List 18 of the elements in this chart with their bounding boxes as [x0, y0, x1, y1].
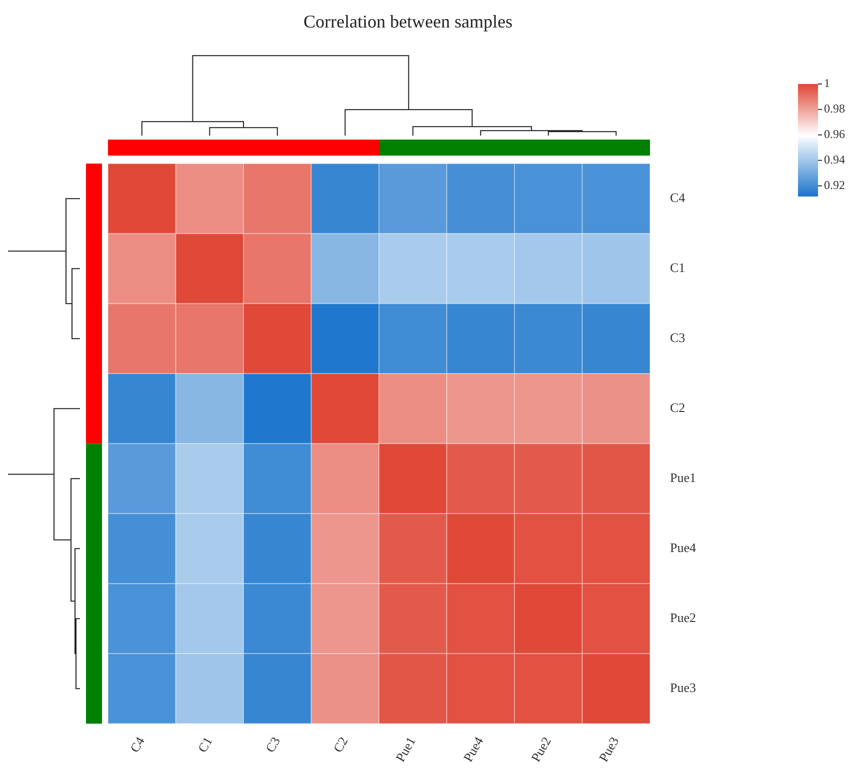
y-tick-label: C4 [670, 190, 686, 206]
y-tick-label: Pue3 [670, 680, 696, 696]
color-bar-label: 0.98 [824, 102, 845, 116]
x-tick-label: C4 [126, 734, 148, 755]
chart-title: Correlation between samples [304, 12, 512, 32]
y-tick-label: C3 [670, 330, 686, 346]
color-bar-label: 1 [824, 76, 830, 90]
y-tick-label: Pue2 [670, 610, 696, 626]
x-tick-label: C3 [262, 734, 283, 755]
y-tick-label: C2 [670, 400, 686, 416]
y-tick-label: C1 [670, 260, 686, 276]
x-tick-label: C2 [330, 734, 351, 755]
x-tick-label: C1 [194, 734, 216, 755]
color-bar-label: 0.94 [824, 152, 845, 167]
color-bar-label: 0.92 [824, 178, 845, 192]
y-tick-label: Pue1 [670, 470, 696, 486]
y-tick-label: Pue4 [670, 540, 696, 556]
color-bar-label: 0.96 [824, 127, 845, 142]
